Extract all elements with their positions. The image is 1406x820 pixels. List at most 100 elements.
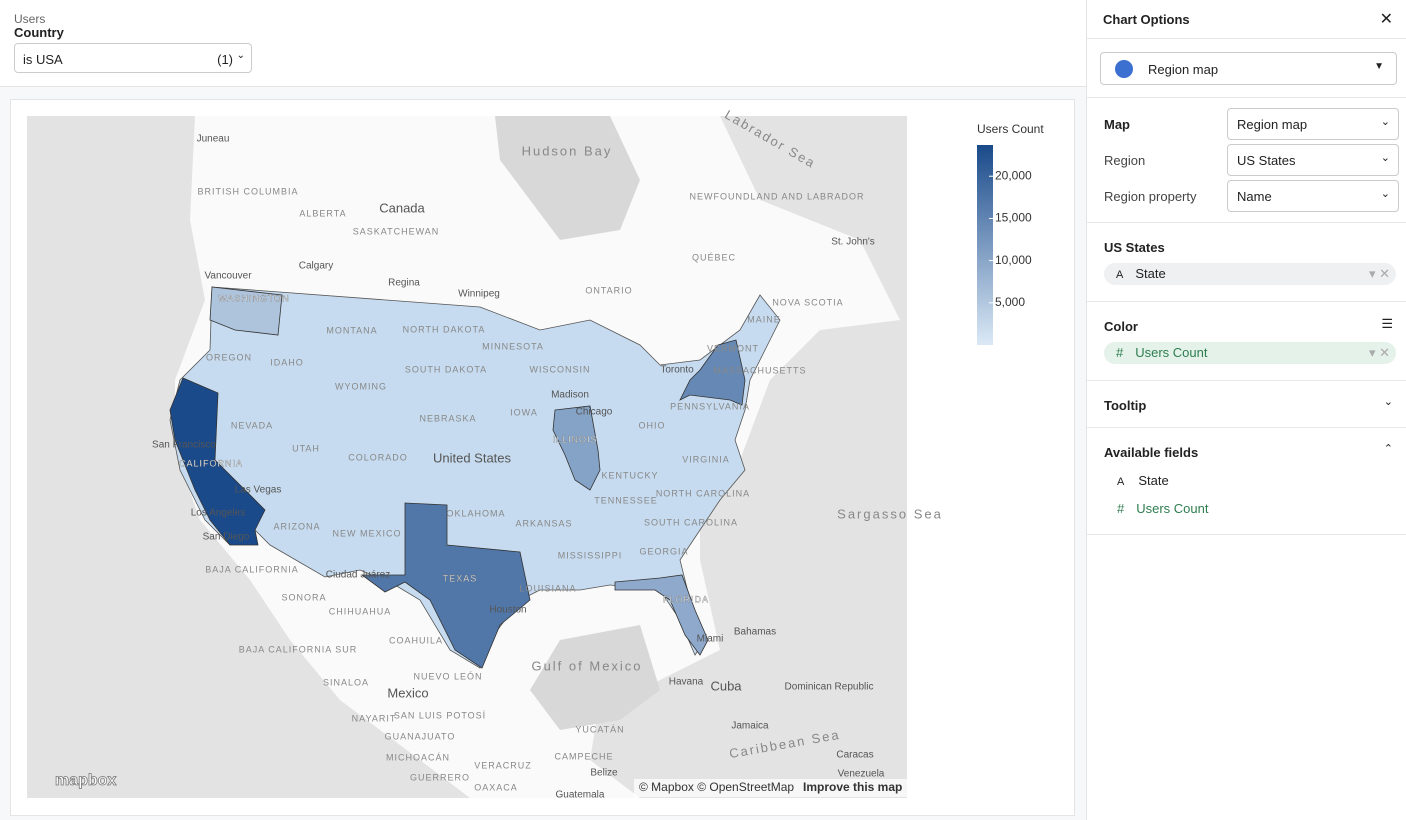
map-label: NEWFOUNDLAND AND LABRADOR: [689, 191, 864, 201]
legend-tick-label: 5,000: [995, 295, 1025, 309]
region-label: WASHINGTON: [218, 293, 290, 303]
map-label: NOVA SCOTIA: [772, 297, 843, 307]
map-label: ONTARIO: [585, 285, 632, 295]
map-label: OREGON: [206, 352, 252, 362]
setting-value: Name: [1237, 189, 1272, 204]
map-label: COLORADO: [348, 452, 408, 462]
map-label: NAYARIT: [352, 713, 397, 723]
map-label: Guatemala: [556, 790, 605, 801]
section-title: Available fields: [1104, 445, 1199, 460]
region-label: TEXAS: [443, 573, 478, 583]
section-0: US States A State ▾ ✕: [1087, 222, 1406, 302]
pill-label: State: [1135, 266, 1166, 281]
region: [679, 339, 746, 406]
chevron: ⌄: [1380, 116, 1390, 128]
map-label: VIRGINIA: [682, 454, 730, 464]
map-label: GUANAJUATO: [385, 731, 456, 741]
setting-label: Region property: [1104, 189, 1197, 204]
filter-value: is USA: [23, 52, 63, 67]
viz-select[interactable]: Region map ▼: [1100, 52, 1397, 85]
map-label: SASKATCHEWAN: [353, 226, 440, 236]
region-label: ILLINOIS: [552, 434, 597, 444]
map-label: OHIO: [638, 420, 665, 430]
field-pill[interactable]: A State ▾ ✕: [1104, 263, 1396, 285]
field-item[interactable]: A State: [1117, 473, 1169, 488]
map-label: Houston: [489, 605, 526, 616]
map-label: Juneau: [197, 134, 230, 145]
map-label: Mexico: [387, 685, 428, 700]
chevron: ⌄: [1380, 152, 1390, 164]
field-label: State: [1138, 473, 1169, 488]
map-label: GUERRERO: [410, 772, 470, 782]
map-label: QUÉBEC: [692, 252, 736, 262]
section-1: Color ☰ # Users Count ▾ ✕: [1087, 302, 1406, 381]
map-label: Toronto: [660, 365, 694, 376]
region: [169, 377, 266, 546]
panel-title: Chart Options: [1103, 12, 1190, 27]
tooltip-section[interactable]: Tooltip ⌄: [1087, 381, 1406, 428]
map-label: Vancouver: [204, 271, 252, 282]
region: [614, 574, 709, 656]
settings: Map Region map ⌄ Region US States ⌄ Region pro…: [1087, 97, 1406, 223]
map-label: VERMONT: [707, 343, 759, 353]
map-label: ARKANSAS: [515, 518, 572, 528]
map-label: NEBRASKA: [419, 413, 476, 423]
map-label: NUEVO LEÓN: [413, 671, 482, 681]
map-label: NORTH DAKOTA: [403, 324, 486, 334]
chevron: ▼: [1374, 61, 1384, 72]
map-label: SONORA: [281, 592, 326, 602]
map-label: MONTANA: [326, 325, 377, 335]
map-label: GEORGIA: [639, 546, 688, 556]
map-label: CAMPECHE: [554, 751, 613, 761]
available-fields: Available fields ⌃ A State # Users Count: [1087, 428, 1406, 535]
filter-source: Users: [14, 12, 46, 26]
map-label: SINALOA: [323, 677, 369, 687]
map-label: United States: [433, 450, 512, 465]
attribution-bg: [634, 779, 907, 797]
filter-count: (1): [217, 52, 233, 67]
map-label: Bahamas: [734, 627, 776, 638]
region-label: FLORIDA: [663, 594, 709, 604]
map-label: IOWA: [510, 407, 538, 417]
setting-select[interactable]: Name ⌄: [1227, 180, 1399, 212]
map-label: MINNESOTA: [482, 341, 544, 351]
setting-label: Map: [1104, 117, 1130, 132]
map-label: VERACRUZ: [474, 760, 532, 770]
map-label: LOUISIANA: [519, 583, 576, 593]
section-title: Color: [1104, 319, 1138, 334]
map-label: Los Angeles: [191, 508, 246, 519]
map-label: ARIZONA: [273, 521, 320, 531]
chevron[interactable]: ⌃: [1383, 443, 1393, 455]
map-label: SOUTH CAROLINA: [644, 517, 738, 527]
map-label: Chicago: [576, 407, 613, 418]
settings-icon[interactable]: ☰: [1381, 316, 1393, 331]
globe-icon: [1115, 60, 1133, 78]
map-label: Havana: [669, 677, 704, 688]
field-pill[interactable]: # Users Count ▾ ✕: [1104, 342, 1396, 364]
map-label: San Diego: [203, 532, 250, 543]
map-label: TENNESSEE: [594, 495, 658, 505]
map-label: Canada: [379, 200, 425, 215]
map: CALIFORNIA TEXAS ILLINOIS FLORIDA WASHINGTON…: [27, 107, 1044, 801]
close-button[interactable]: ✕: [1379, 11, 1393, 28]
map-logo: mapbox: [55, 772, 116, 789]
map-label: Jamaica: [731, 721, 769, 732]
map-label: COAHUILA: [389, 635, 443, 645]
improve-link[interactable]: Improve this map: [803, 780, 902, 794]
map-label: NORTH CAROLINA: [656, 488, 750, 498]
workspace: Users Country is USA (1) ⌄ CALIFORNIA TEX…: [0, 12, 1086, 816]
map-label: NEVADA: [231, 420, 273, 430]
setting-select[interactable]: Region map ⌄: [1227, 108, 1399, 140]
setting-select[interactable]: US States ⌄: [1227, 144, 1399, 176]
region-label: CALIFORNIA: [179, 458, 243, 468]
map-label: OKLAHOMA: [446, 508, 505, 518]
map-label: SAN LUIS POTOSÍ: [394, 710, 486, 720]
map-label: Sargasso Sea: [837, 506, 943, 521]
field-item[interactable]: # Users Count: [1117, 501, 1209, 516]
filter-select[interactable]: is USA (1) ⌄: [14, 43, 252, 73]
map-label: Calgary: [299, 261, 333, 272]
map-label: CHIHUAHUA: [329, 606, 392, 616]
map-label: MASSACHUSETTS: [713, 365, 806, 375]
map-label: Dominican Republic: [785, 682, 874, 693]
chevron: ⌄: [236, 50, 245, 61]
